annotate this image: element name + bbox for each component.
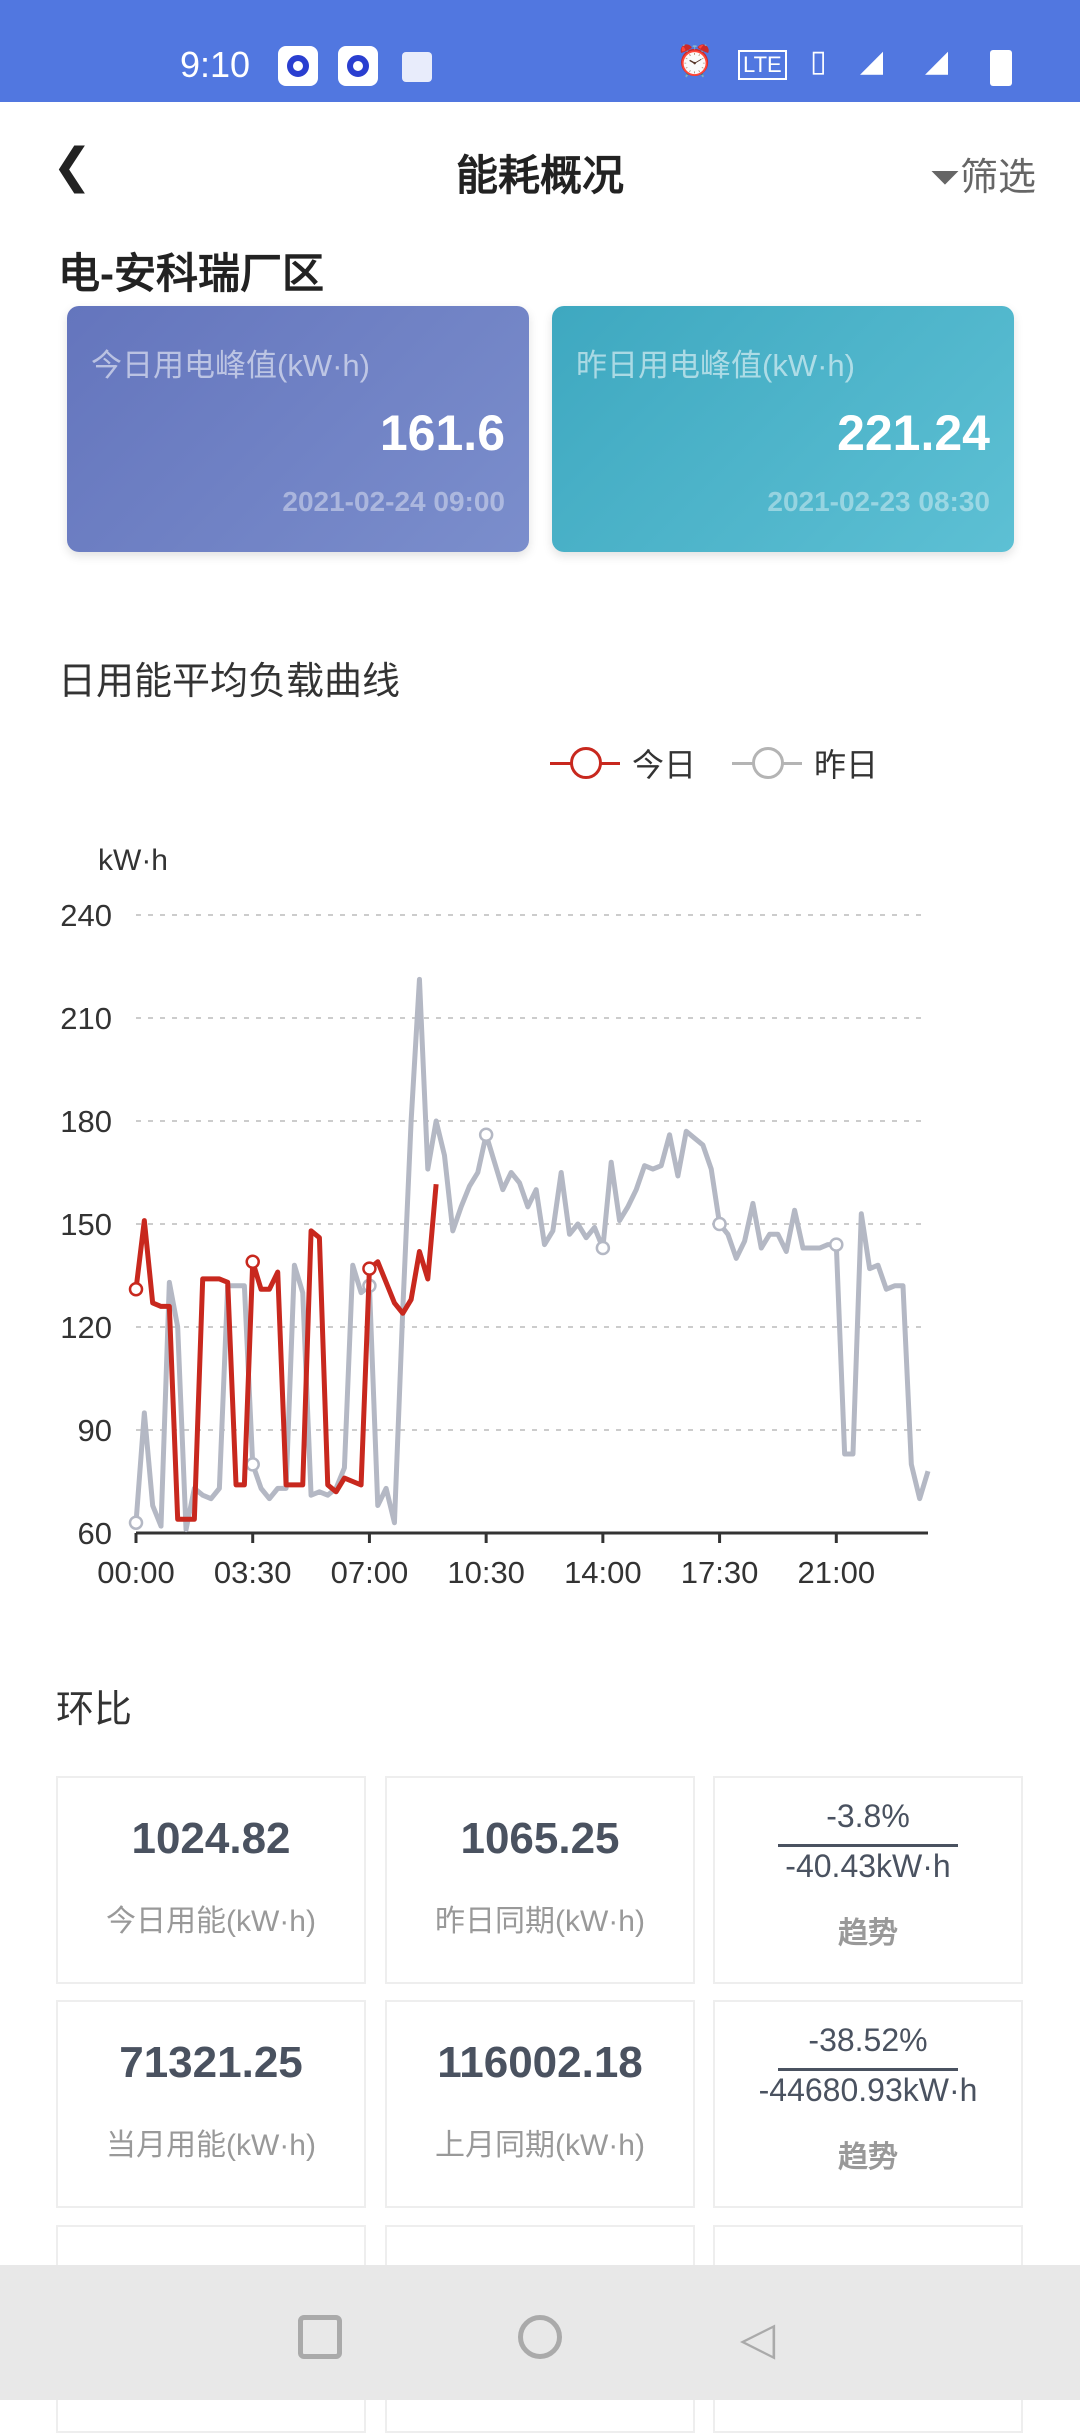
trend-diff: -44680.93kW·h <box>758 2072 978 2108</box>
recents-square-icon[interactable] <box>298 2315 342 2359</box>
data-point-marker <box>362 1261 377 1276</box>
series-line-yesterday <box>133 976 931 1533</box>
x-tick-label: 00:00 <box>97 1555 175 1590</box>
data-point-marker <box>245 1254 260 1270</box>
filter-button[interactable]: ⏷筛选 <box>930 146 1036 201</box>
y-axis-unit: kW·h <box>98 844 168 877</box>
previous-usage-cell: 1065.25 昨日同期(kW·h) <box>385 1776 695 1984</box>
trend-cell: -3.8% -40.43kW·h 趋势 <box>713 1776 1023 1984</box>
previous-usage-cell: 116002.18 上月同期(kW·h) <box>385 2000 695 2208</box>
y-tick-label: 120 <box>60 1310 112 1345</box>
legend-label: 今日 <box>632 747 697 783</box>
trend-label: 趋势 <box>838 1917 898 1950</box>
card-label: 今日用电峰值(kW·h) <box>91 348 370 383</box>
signal-4g-icon: ◢ <box>860 45 884 78</box>
app-icon <box>278 46 318 86</box>
y-tick-label: 60 <box>78 1516 112 1551</box>
card-label: 昨日用电峰值(kW·h) <box>576 348 855 383</box>
current-usage-cell: 1024.82 今日用能(kW·h) <box>56 1776 366 1984</box>
trend-cell: -38.52% -44680.93kW·h 趋势 <box>713 2000 1023 2208</box>
trend-percent: -3.8% <box>826 1798 910 1834</box>
page-title: 能耗概况 <box>455 152 624 199</box>
chart-title: 日用能平均负载曲线 <box>58 661 401 703</box>
filter-label: 筛选 <box>959 157 1036 199</box>
site-title: 电-安科瑞厂区 <box>58 250 324 297</box>
y-tick-label: 90 <box>78 1413 112 1448</box>
legend-today[interactable]: 今日 <box>550 740 696 786</box>
legend-marker-icon <box>732 743 802 783</box>
series-line-today <box>133 1183 439 1522</box>
x-tick-label: 17:30 <box>681 1555 759 1590</box>
x-tick-label: 07:00 <box>331 1555 409 1590</box>
comparison-title: 环比 <box>56 1689 133 1731</box>
data-point-marker <box>128 1281 144 1297</box>
x-tick-label: 21:00 <box>798 1555 876 1590</box>
x-tick-label: 03:30 <box>214 1555 292 1590</box>
current-value: 1024.82 <box>131 1814 291 1863</box>
vibrate-icon: ▯ <box>810 45 827 78</box>
signal-5g-icon: ◢ <box>925 45 949 78</box>
data-point-marker <box>128 1515 144 1530</box>
data-point-marker <box>712 1216 727 1232</box>
current-usage-cell: 71321.25 当月用能(kW·h) <box>56 2000 366 2208</box>
fraction-divider <box>778 2068 958 2071</box>
card-time: 2021-02-23 08:30 <box>767 486 990 517</box>
y-tick-label: 150 <box>60 1207 112 1242</box>
load-curve-chart: kW·h 60 90 120 150 180 210 240 00:00 03:30 07:00 10… <box>60 844 931 1590</box>
back-triangle-icon[interactable]: ◁ <box>740 2312 776 2364</box>
previous-value: 116002.18 <box>437 2038 643 2087</box>
previous-value: 1065.25 <box>460 1814 620 1863</box>
x-tick-label: 14:00 <box>564 1555 642 1590</box>
x-tick-label: 10:30 <box>447 1555 525 1590</box>
data-point-marker <box>245 1457 260 1472</box>
current-label: 今日用能(kW·h) <box>106 1905 316 1938</box>
battery-icon <box>990 50 1012 86</box>
chevron-left-icon[interactable]: ❮ <box>52 140 93 193</box>
volte-icon: LTE <box>738 50 787 80</box>
y-tick-label: 210 <box>60 1001 112 1036</box>
current-value: 71321.25 <box>119 2038 303 2087</box>
y-tick-label: 240 <box>60 898 112 933</box>
home-circle-icon[interactable] <box>518 2315 562 2359</box>
current-label: 当月用能(kW·h) <box>106 2129 316 2162</box>
trend-percent: -38.52% <box>808 2022 928 2058</box>
fraction-divider <box>778 1844 958 1847</box>
legend-marker-icon <box>550 743 620 783</box>
data-point-marker <box>478 1127 494 1142</box>
app-header: ❮ 能耗概况 ⏷筛选 <box>0 120 1080 220</box>
data-point-marker <box>829 1237 844 1252</box>
funnel-icon: ⏷ <box>929 157 960 199</box>
today-peak-card: 今日用电峰值(kW·h) 161.6 2021-02-24 09:00 <box>67 306 529 552</box>
app-icon <box>338 46 378 86</box>
legend-label: 昨日 <box>814 747 879 783</box>
navigation-bar: ◁ <box>0 2265 1080 2400</box>
status-bar: 9:10 ⏰ LTE ▯ ◢ ◢ <box>0 0 1080 102</box>
legend-yesterday[interactable]: 昨日 <box>732 740 878 786</box>
gallery-icon <box>402 52 432 82</box>
card-value: 221.24 <box>837 405 990 461</box>
trend-label: 趋势 <box>838 2141 898 2174</box>
previous-label: 上月同期(kW·h) <box>435 2129 645 2162</box>
card-value: 161.6 <box>379 405 505 461</box>
data-point-marker <box>595 1240 611 1256</box>
yesterday-peak-card: 昨日用电峰值(kW·h) 221.24 2021-02-23 08:30 <box>552 306 1014 552</box>
y-tick-label: 180 <box>60 1104 112 1139</box>
previous-label: 昨日同期(kW·h) <box>435 1905 645 1938</box>
trend-diff: -40.43kW·h <box>785 1848 951 1884</box>
status-time: 9:10 <box>180 44 251 85</box>
alarm-icon: ⏰ <box>676 45 714 78</box>
card-time: 2021-02-24 09:00 <box>282 486 505 517</box>
